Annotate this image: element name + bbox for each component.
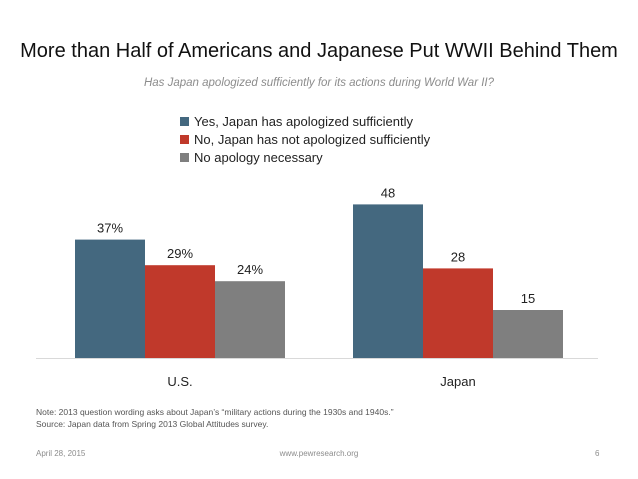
chart-legend: Yes, Japan has apologized sufficiently N… <box>180 112 430 166</box>
chart-subtitle: Has Japan apologized sufficiently for it… <box>143 77 495 89</box>
data-label-none-us: 24% <box>237 262 263 277</box>
legend-label-yes: Yes, Japan has apologized sufficiently <box>194 113 413 129</box>
legend-label-no: No, Japan has not apologized sufficientl… <box>194 131 431 147</box>
bar-none-japan <box>493 310 563 358</box>
data-label-none-japan: 15 <box>521 291 535 306</box>
legend-swatch-no <box>180 134 189 144</box>
legend-item-no: No, Japan has not apologized sufficientl… <box>180 130 430 148</box>
note-wording: Note: 2013 question wording asks about J… <box>36 407 394 417</box>
chart-note: Note: 2013 question wording asks about J… <box>36 406 394 430</box>
bar-no-us <box>145 265 215 358</box>
footer-date: April 28, 2015 <box>36 449 86 458</box>
data-label-no-japan: 28 <box>451 249 465 264</box>
legend-swatch-none <box>180 152 189 162</box>
bar-none-us <box>215 281 285 358</box>
bar-yes-japan <box>353 204 423 358</box>
footer-url: www.pewresearch.org <box>279 449 359 458</box>
legend-swatch-yes <box>180 116 189 126</box>
legend-item-yes: Yes, Japan has apologized sufficiently <box>180 112 430 130</box>
data-label-no-us: 29% <box>167 246 193 261</box>
page-number: 6 <box>595 449 600 458</box>
bar-yes-us <box>75 239 145 358</box>
legend-label-none: No apology necessary <box>194 149 323 165</box>
note-source: Source: Japan data from Spring 2013 Glob… <box>36 419 269 429</box>
slide-title: More than Half of Americans and Japanese… <box>20 40 618 62</box>
data-label-yes-japan: 48 <box>381 185 395 200</box>
legend-item-none: No apology necessary <box>180 148 430 166</box>
bar-no-japan <box>423 268 493 358</box>
category-label-us: U.S. <box>167 374 192 389</box>
category-label-japan: Japan <box>440 374 475 389</box>
data-label-yes-us: 37% <box>97 221 123 236</box>
